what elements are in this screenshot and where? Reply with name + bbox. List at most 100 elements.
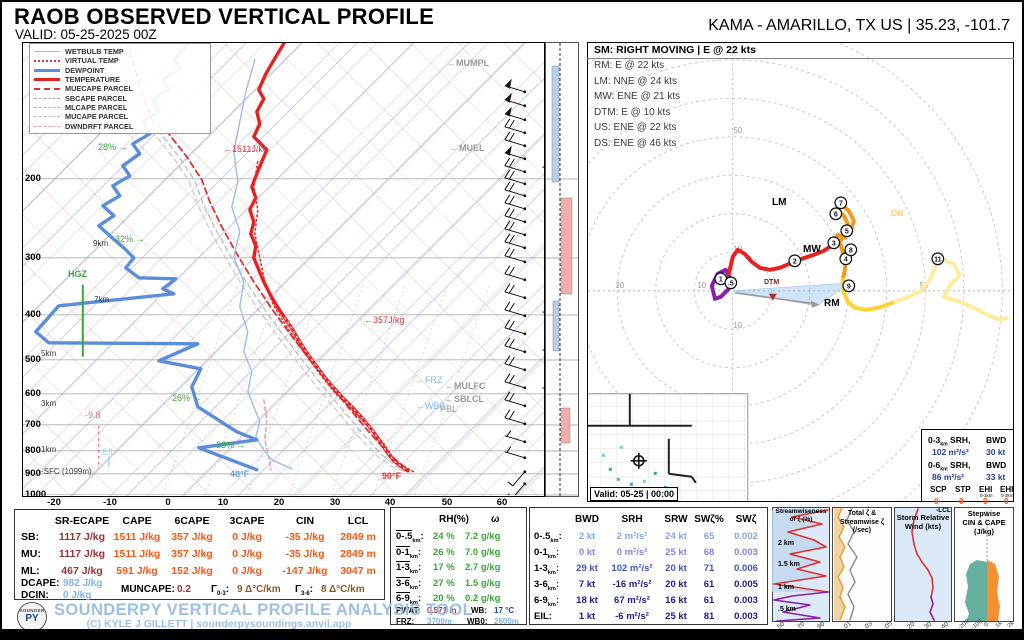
height-label: -SFC (1099m) — [41, 467, 92, 476]
pressure-tick: 500 — [25, 354, 41, 365]
wind-barb — [504, 301, 527, 318]
storm-motion-row: DTM: E @ 10 kts — [594, 106, 671, 118]
stepwise-title: CIN & CAPE — [962, 518, 1006, 527]
rh-value: 27 % — [433, 577, 455, 589]
dcape-lapse-label: -9.8 — [85, 410, 101, 420]
legend-item: DWNDRFT PARCEL — [34, 121, 206, 131]
height-label: 9km — [93, 239, 109, 248]
inset-layer-label: 0-6km SRH, — [928, 460, 971, 473]
legend-item-label: DEWPOINT — [65, 65, 105, 75]
wb-value: 17 °C — [494, 606, 515, 615]
wb0-value: 2600m — [494, 617, 519, 626]
mw-vector-label: MW — [803, 244, 821, 255]
hgz-label: HGZ — [68, 269, 87, 279]
thermo-value: 2849 m — [340, 531, 376, 543]
legend-item-label: MUCAPE PARCEL — [65, 112, 129, 122]
height-label: 5km — [41, 349, 57, 358]
kinematics-value: 7 kt — [578, 579, 596, 590]
svg-text:6: 6 — [834, 211, 838, 218]
lapse-0-3-value: 9 Δ°C/km — [237, 584, 281, 595]
legend-item: WETBULB TEMP — [34, 47, 206, 56]
index-header: EHI — [979, 485, 993, 494]
cape-annotation: ←357J/kg — [364, 315, 405, 325]
thermo-value: 591 J/kg — [116, 565, 158, 577]
temperature-tick: 40 — [384, 497, 396, 508]
mixing-ratio-value: 7.2 g/kg — [465, 531, 501, 542]
frz-label: FRZ: — [396, 617, 415, 626]
svg-text:50: 50 — [733, 126, 742, 135]
rh-annotation: 33% → — [216, 440, 246, 450]
layer-label: 1-3km: — [396, 561, 422, 575]
pbl-label: PBL — [440, 404, 458, 414]
wind-barb — [504, 106, 527, 122]
brand-title: SOUNDERPY VERTICAL PROFILE ANALYSIS TOOL — [54, 601, 474, 619]
wind-barb — [504, 337, 527, 354]
inset-srh-value: 86 m²/s² — [932, 472, 965, 482]
dcape-label: DCAPE: — [21, 578, 60, 589]
legend-item: SBCAPE PARCEL — [34, 93, 206, 103]
inset-bwd-value: 33 kt — [986, 472, 1006, 482]
map-valid-label: Valid: 05-25 | 00:00 — [590, 487, 679, 501]
kinematics-value: 65 — [703, 531, 715, 542]
layer-label: 3-6km: — [534, 579, 560, 592]
svg-text:8: 8 — [849, 247, 853, 254]
kinematics-value: 24 kt — [665, 531, 687, 542]
kinematics-value: -6 m²/s² — [615, 611, 649, 622]
kinematics-table-box: BWD SRH SRW SWζ% SWζ 0-.5km: 2 kt 2 m²/s² 24 kt 6… — [529, 507, 768, 625]
thermo-value: 357 J/kg — [171, 548, 213, 560]
thermo-row-label: SB: — [21, 531, 40, 543]
index-value: 0 — [959, 496, 964, 506]
thermo-value: 0 J/kg — [232, 565, 262, 577]
srw-title: Storm Relative — [896, 513, 950, 522]
kinematics-value: 81 — [703, 611, 715, 622]
omega-header: ω — [491, 514, 500, 525]
index-header: STP — [955, 485, 971, 494]
height-label: 3km — [41, 399, 57, 408]
kinematics-value: 0.002 — [734, 531, 758, 542]
kinematics-value: 0 m²/s² — [616, 547, 648, 558]
mumpl-label: ←MUMPL — [447, 58, 489, 68]
inset-bwd-value: 30 kt — [986, 447, 1006, 457]
inset-bwd-header: BWD — [986, 460, 1007, 470]
legend-item-label: VIRTUAL TEMP — [65, 56, 119, 66]
mixing-ratio-value: 1.5 g/kg — [465, 577, 501, 589]
svg-text:10: 10 — [697, 281, 706, 290]
thermo-value: 0 J/kg — [232, 531, 262, 543]
layer-label: 3-6km: — [396, 576, 422, 591]
wind-barb — [504, 265, 527, 282]
pwat-value: 0.571 in — [427, 606, 457, 615]
kinematics-value: 67 m²/s² — [614, 595, 650, 606]
dtm-vector-label: DTM — [764, 279, 780, 286]
wind-barb — [504, 157, 527, 174]
pressure-tick: 900 — [25, 468, 41, 479]
kinematics-value: 0.003 — [734, 611, 758, 622]
pressure-tick: 300 — [25, 252, 41, 263]
lapse-3-6-label: Γ3-6: — [295, 584, 314, 598]
svg-text:11: 11 — [934, 256, 942, 263]
kinematics-value: -16 m²/s² — [612, 579, 652, 590]
kinematics-header: SWζ — [735, 514, 757, 525]
kinematics-value: 61 — [703, 595, 715, 606]
kinematics-header: SWζ% — [694, 514, 724, 525]
inset-srh-value: 102 m²/s² — [932, 447, 969, 457]
kinematics-value: 0 kt — [578, 547, 596, 558]
kinematics-value: 102 m²/s² — [611, 563, 653, 574]
dewpoint-line-sample — [34, 68, 60, 72]
kinematics-value: 16 kt — [665, 595, 687, 606]
stream-height-label: 1.5 km — [778, 561, 800, 568]
legend-item: MUCAPE PARCEL — [34, 112, 206, 121]
wind-barb — [504, 169, 527, 186]
storm-motion-header: SM: RIGHT MOVING | E @ 22 kts — [594, 44, 756, 56]
svg-text:30: 30 — [615, 281, 624, 290]
kinematics-value: 20 kt — [665, 563, 687, 574]
svg-text:2: 2 — [793, 258, 797, 265]
mucape-line-sample — [34, 116, 60, 118]
kinematics-value: 20 kt — [665, 579, 687, 590]
pressure-tick: 200 — [25, 173, 41, 184]
legend-item: VIRTUAL TEMP — [34, 56, 206, 65]
legend-item: MUECAPE PARCEL — [34, 84, 206, 93]
rh-header: RH(%) — [439, 514, 469, 525]
kinematics-value: 2 m²/s² — [616, 531, 648, 542]
dcin-label: DCIN: — [21, 590, 49, 601]
